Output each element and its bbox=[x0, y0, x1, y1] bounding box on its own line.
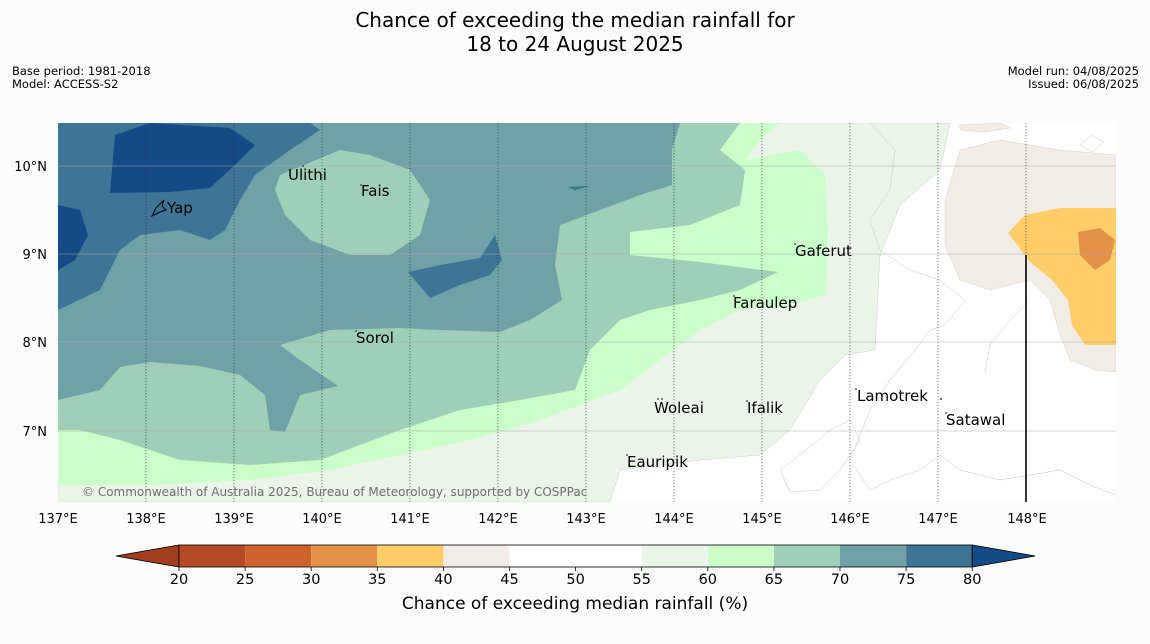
lon-tick-label: 140°E bbox=[302, 512, 342, 527]
lon-tick-label: 137°E bbox=[38, 512, 78, 527]
colorbar-tick-label: 65 bbox=[765, 572, 783, 588]
colorbar-tick-label: 60 bbox=[699, 572, 717, 588]
colorbar-over-triangle bbox=[971, 544, 1036, 568]
colorbar-cell bbox=[641, 545, 708, 567]
colorbar-cell bbox=[906, 545, 973, 567]
meta-right: Model run: 04/08/2025 Issued: 06/08/2025 bbox=[1008, 65, 1139, 91]
lon-tick-label: 142°E bbox=[478, 512, 518, 527]
lon-tick-label: 147°E bbox=[918, 512, 958, 527]
lon-axis: 137°E 138°E 139°E 140°E 141°E 142°E 143°… bbox=[38, 512, 1047, 527]
island-label-sorol: Sorol bbox=[356, 329, 394, 347]
colorbar-cell bbox=[179, 545, 246, 567]
colorbar-cells bbox=[115, 544, 1036, 568]
lat-grid bbox=[58, 165, 1116, 432]
colorbar-tick-label: 45 bbox=[500, 572, 518, 588]
colorbar-ticks: 20 25 30 35 40 45 50 55 60 65 70 75 80 bbox=[170, 567, 981, 588]
lat-axis: 10°N 9°N 8°N 7°N bbox=[14, 160, 47, 440]
island-label-ifalik: Ifalik bbox=[747, 399, 783, 417]
colorbar-tick-label: 30 bbox=[302, 572, 320, 588]
lon-tick-label: 138°E bbox=[126, 512, 166, 527]
model-text: Model: ACCESS-S2 bbox=[12, 77, 119, 91]
colorbar-tick-label: 35 bbox=[368, 572, 386, 588]
colorbar-tick-label: 55 bbox=[632, 572, 650, 588]
base-period-text: Base period: 1981-2018 bbox=[12, 64, 151, 78]
island-label-ulithi: Ulithi bbox=[288, 166, 327, 184]
copyright-text: © Commonwealth of Australia 2025, Bureau… bbox=[82, 485, 587, 499]
island-label-woleai: Woleai bbox=[654, 399, 704, 417]
colorbar-tick-label: 75 bbox=[897, 572, 915, 588]
title-line-2: 18 to 24 August 2025 bbox=[466, 32, 684, 56]
colorbar-tick-label: 40 bbox=[434, 572, 452, 588]
grid bbox=[145, 123, 939, 502]
colorbar-cell bbox=[245, 545, 312, 567]
lat-tick-label: 10°N bbox=[14, 160, 47, 175]
island-label-satawal: Satawal bbox=[946, 411, 1005, 429]
island-label-eauripik: Eauripik bbox=[627, 453, 688, 471]
colorbar-tick-label: 20 bbox=[170, 572, 188, 588]
colorbar-cell bbox=[377, 545, 444, 567]
colorbar-tick-label: 70 bbox=[831, 572, 849, 588]
island-label-gaferut: Gaferut bbox=[795, 242, 852, 260]
model-run-text: Model run: 04/08/2025 bbox=[1007, 64, 1139, 78]
lat-tick-label: 9°N bbox=[23, 248, 48, 263]
colorbar-under-triangle bbox=[115, 544, 180, 568]
colorbar-cell bbox=[773, 545, 840, 567]
lon-tick-label: 144°E bbox=[654, 512, 694, 527]
island-label-yap: Yap bbox=[166, 199, 193, 217]
colorbar-title: Chance of exceeding median rainfall (%) bbox=[401, 594, 749, 614]
colorbar-cell bbox=[311, 545, 378, 567]
chart-title: Chance of exceeding the median rainfall … bbox=[0, 8, 1150, 56]
lat-tick-label: 8°N bbox=[23, 336, 48, 351]
lon-tick-label: 139°E bbox=[214, 512, 254, 527]
field-65-70-island bbox=[275, 150, 430, 255]
field-over-80 bbox=[58, 123, 255, 270]
island-label-faraulep: Faraulep bbox=[733, 294, 797, 312]
map-field bbox=[58, 123, 1116, 502]
colorbar-cell bbox=[575, 545, 642, 567]
colorbar-tick-label: 80 bbox=[963, 572, 981, 588]
island-label-lamotrek: Lamotrek bbox=[857, 387, 928, 405]
island-labels: Ulithi Fais Yap Gaferut Faraulep Sorol W… bbox=[166, 165, 1005, 471]
meta-left: Base period: 1981-2018 Model: ACCESS-S2 bbox=[12, 65, 151, 91]
colorbar-cell bbox=[443, 545, 510, 567]
field-30-35 bbox=[1078, 228, 1115, 270]
lon-tick-label: 143°E bbox=[566, 512, 606, 527]
lon-tick-label: 141°E bbox=[390, 512, 430, 527]
lon-tick-label: 145°E bbox=[742, 512, 782, 527]
colorbar-cell bbox=[840, 545, 907, 567]
lon-tick-label: 148°E bbox=[1007, 512, 1047, 527]
contour-lines bbox=[779, 123, 1116, 496]
lat-tick-label: 7°N bbox=[23, 425, 48, 440]
colorbar-cell bbox=[509, 545, 576, 567]
colorbar-tick-label: 50 bbox=[566, 572, 584, 588]
colorbar-tick-label: 25 bbox=[236, 572, 254, 588]
lon-tick-label: 146°E bbox=[830, 512, 870, 527]
title-line-1: Chance of exceeding the median rainfall … bbox=[355, 8, 795, 32]
island-label-fais: Fais bbox=[361, 182, 390, 200]
yap-island-shape bbox=[150, 199, 167, 218]
issued-text: Issued: 06/08/2025 bbox=[1028, 77, 1139, 91]
colorbar-cell bbox=[707, 545, 774, 567]
